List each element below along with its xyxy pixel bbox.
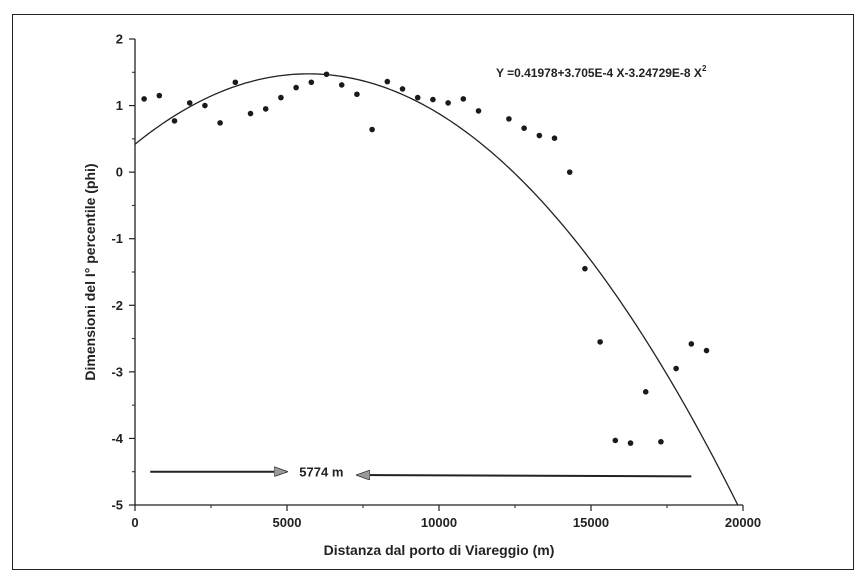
data-point xyxy=(278,94,284,101)
x-tick-label: 5000 xyxy=(273,515,302,530)
data-point xyxy=(293,84,299,91)
data-point xyxy=(566,169,573,175)
x-tick-label: 0 xyxy=(131,515,138,530)
data-point xyxy=(262,106,269,112)
data-point xyxy=(430,96,436,103)
data-point xyxy=(506,116,512,122)
x-tick-label: 10000 xyxy=(421,515,457,530)
data-point xyxy=(658,438,664,445)
data-point xyxy=(156,92,163,99)
data-point xyxy=(688,341,695,347)
distance-annotation: 5774 m xyxy=(150,465,692,480)
annotation-label: 5774 m xyxy=(299,465,343,480)
y-tick-label: -1 xyxy=(111,231,123,246)
data-point xyxy=(399,86,406,92)
data-point xyxy=(582,265,588,272)
x-tick-label: 15000 xyxy=(573,515,609,530)
data-point xyxy=(703,347,710,354)
data-point xyxy=(551,135,558,141)
data-point xyxy=(475,108,482,114)
data-point xyxy=(308,79,315,86)
fit-equation-text: Y =0.41978+3.705E-4 X-3.24729E-8 X xyxy=(496,66,702,80)
fit-curve xyxy=(134,73,739,506)
data-point xyxy=(217,120,223,126)
y-axis-title: Dimensioni del I° percentile (phi) xyxy=(82,163,98,380)
x-axis-title: Distanza dal porto di Viareggio (m) xyxy=(324,542,555,558)
data-point xyxy=(186,100,193,106)
data-point xyxy=(414,94,421,101)
data-point xyxy=(536,132,543,139)
y-tick-label: -5 xyxy=(111,498,123,513)
data-point xyxy=(369,126,375,133)
data-point xyxy=(627,440,634,446)
fit-equation: Y =0.41978+3.705E-4 X-3.24729E-8 X2 xyxy=(496,64,707,80)
y-ticks: 2 1 0 -1 -2 -3 -4 -5 xyxy=(111,32,135,513)
y-tick-label: 2 xyxy=(116,32,123,47)
data-point xyxy=(521,125,527,132)
axes: 0 5000 10000 15000 20000 2 1 0 -1 -2 -3 -4 -5 xyxy=(111,32,761,531)
data-point xyxy=(232,79,239,86)
data-point xyxy=(202,102,208,109)
fit-equation-superscript: 2 xyxy=(702,64,707,73)
chart-frame: 0 5000 10000 15000 20000 2 1 0 -1 -2 -3 -4 -5 Dista… xyxy=(12,14,854,570)
y-tick-label: 0 xyxy=(116,165,123,180)
scatter-chart: 0 5000 10000 15000 20000 2 1 0 -1 -2 -3 -4 -5 Dista… xyxy=(82,32,761,559)
data-points xyxy=(141,71,710,446)
data-point xyxy=(384,78,391,85)
x-tick-label: 20000 xyxy=(725,515,761,530)
data-point xyxy=(171,118,178,124)
data-point xyxy=(597,339,603,345)
data-point xyxy=(642,389,649,395)
x-ticks: 0 5000 10000 15000 20000 xyxy=(131,505,761,530)
data-point xyxy=(247,110,254,117)
y-tick-label: -4 xyxy=(111,431,123,446)
data-point xyxy=(445,100,451,106)
data-point xyxy=(354,91,360,98)
data-point xyxy=(323,71,330,78)
y-tick-label: -2 xyxy=(111,298,123,313)
y-tick-label: -3 xyxy=(111,364,123,379)
y-tick-label: 1 xyxy=(116,98,123,113)
data-point xyxy=(673,365,679,372)
data-point xyxy=(460,96,467,102)
data-point xyxy=(612,437,619,444)
data-point xyxy=(141,96,147,102)
data-point xyxy=(338,82,345,88)
arrow-left-pointing xyxy=(357,475,692,476)
